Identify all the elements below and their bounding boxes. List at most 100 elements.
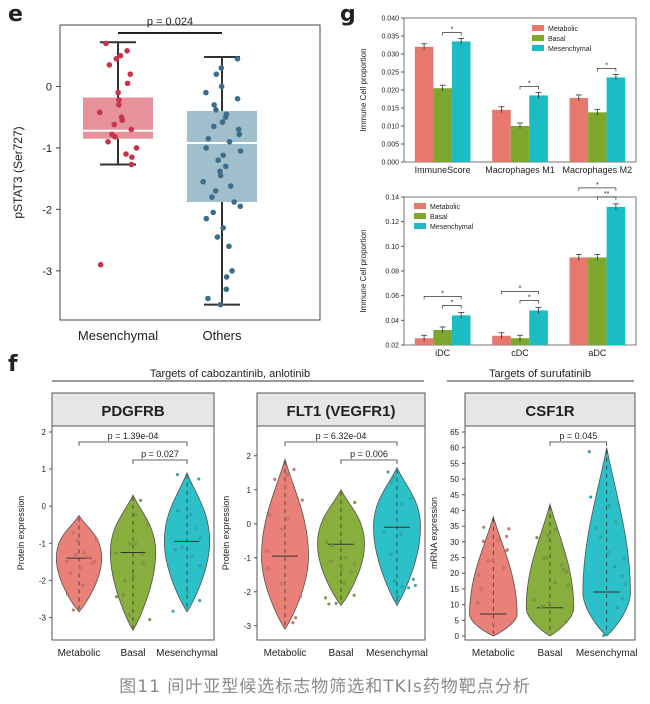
data-point: [123, 579, 127, 583]
significance-mark: *: [596, 182, 599, 189]
y-tick-label: 0: [46, 81, 52, 93]
data-point: [553, 581, 557, 585]
data-point: [220, 225, 226, 231]
y-tick-label: -2: [42, 204, 52, 216]
data-point: [615, 606, 619, 610]
data-point: [411, 577, 415, 581]
data-point: [106, 62, 113, 68]
panel-label-g: g: [340, 2, 356, 27]
data-point: [124, 80, 131, 87]
y-tick-label: 50: [450, 475, 459, 484]
bar: [606, 206, 626, 345]
data-point: [477, 573, 481, 577]
data-point: [103, 40, 109, 47]
y-tick-label: 0: [247, 520, 252, 529]
data-point: [352, 593, 356, 597]
y-axis-label: pSTAT3 (Ser727): [11, 126, 25, 218]
data-point: [217, 172, 224, 179]
data-point: [119, 117, 126, 124]
violin: [582, 447, 631, 637]
legend-swatch: [532, 45, 544, 51]
data-point: [294, 616, 298, 620]
p-value-label: p = 0.006: [350, 449, 388, 459]
data-point: [82, 551, 86, 555]
bar: [569, 257, 589, 345]
x-tick-label: Macrophages M2: [563, 165, 633, 175]
data-point: [334, 601, 338, 605]
y-tick-label: 0.035: [381, 34, 399, 41]
data-point: [589, 495, 593, 499]
y-tick-label: 65: [450, 428, 459, 437]
data-point: [413, 583, 417, 587]
y-tick-label: 0.06: [385, 293, 399, 300]
data-point: [226, 243, 232, 250]
significance-bracket: [284, 441, 398, 446]
data-point: [231, 199, 237, 205]
data-point: [382, 530, 386, 534]
x-tick-label: Basal: [328, 648, 353, 659]
data-point: [215, 157, 221, 164]
x-tick-label: aDC: [588, 348, 607, 358]
data-point: [285, 472, 289, 477]
y-axis-label: Protein expression: [221, 496, 231, 571]
data-point: [197, 477, 201, 481]
data-point: [620, 574, 624, 578]
plot-frame: [256, 425, 426, 641]
significance-mark: *: [451, 299, 454, 306]
x-tick-label: Mesenchymal: [576, 648, 638, 659]
data-point: [587, 450, 591, 454]
data-point: [190, 554, 194, 558]
data-point: [195, 527, 199, 531]
data-point: [501, 566, 506, 570]
data-point: [400, 585, 404, 589]
y-axis-label: mRNA expression: [429, 497, 439, 569]
plot-frame: [464, 425, 636, 641]
bar: [451, 41, 471, 162]
data-point: [479, 587, 483, 591]
data-point: [486, 558, 490, 563]
data-point: [213, 107, 219, 113]
data-point: [392, 579, 397, 583]
data-point: [349, 570, 353, 574]
data-point: [505, 548, 509, 552]
data-point: [298, 594, 303, 598]
data-point: [602, 633, 606, 638]
data-point: [146, 522, 150, 527]
facet-title: FLT1 (VEGFR1): [287, 403, 396, 420]
figure-caption: 图11 间叶亚型候选标志物筛选和TKIs药物靶点分析: [119, 677, 531, 697]
data-point: [187, 479, 191, 483]
panel-label-f: f: [8, 352, 18, 377]
data-point: [283, 485, 287, 489]
data-point: [286, 517, 290, 521]
data-point: [217, 301, 224, 308]
plot-frame: [59, 24, 321, 321]
y-tick-label: -1: [42, 143, 52, 155]
data-point: [482, 525, 486, 529]
y-tick-label: 0.02: [385, 343, 399, 350]
data-point: [291, 621, 295, 625]
data-point: [237, 148, 244, 154]
data-point: [68, 571, 72, 575]
data-point: [223, 286, 230, 293]
data-point: [86, 555, 90, 560]
data-point: [564, 570, 569, 574]
significance-bracket: [519, 300, 539, 304]
p-value-label: p = 0.045: [559, 431, 597, 441]
y-tick-label: 0.025: [381, 70, 399, 77]
data-point: [324, 540, 329, 544]
data-point: [267, 512, 271, 517]
data-point: [112, 134, 118, 140]
bar: [529, 95, 548, 162]
y-tick-label: 30: [450, 538, 459, 547]
data-point: [210, 209, 217, 216]
bar: [510, 126, 530, 162]
x-tick-label: ImmuneScore: [415, 165, 471, 175]
data-point: [64, 560, 69, 564]
data-point: [567, 583, 571, 587]
data-point: [148, 618, 152, 622]
x-tick-label: Metabolic: [472, 648, 515, 659]
data-point: [113, 56, 120, 62]
data-point: [173, 548, 177, 552]
data-point: [481, 539, 485, 543]
y-tick-label: 0.005: [381, 142, 399, 149]
